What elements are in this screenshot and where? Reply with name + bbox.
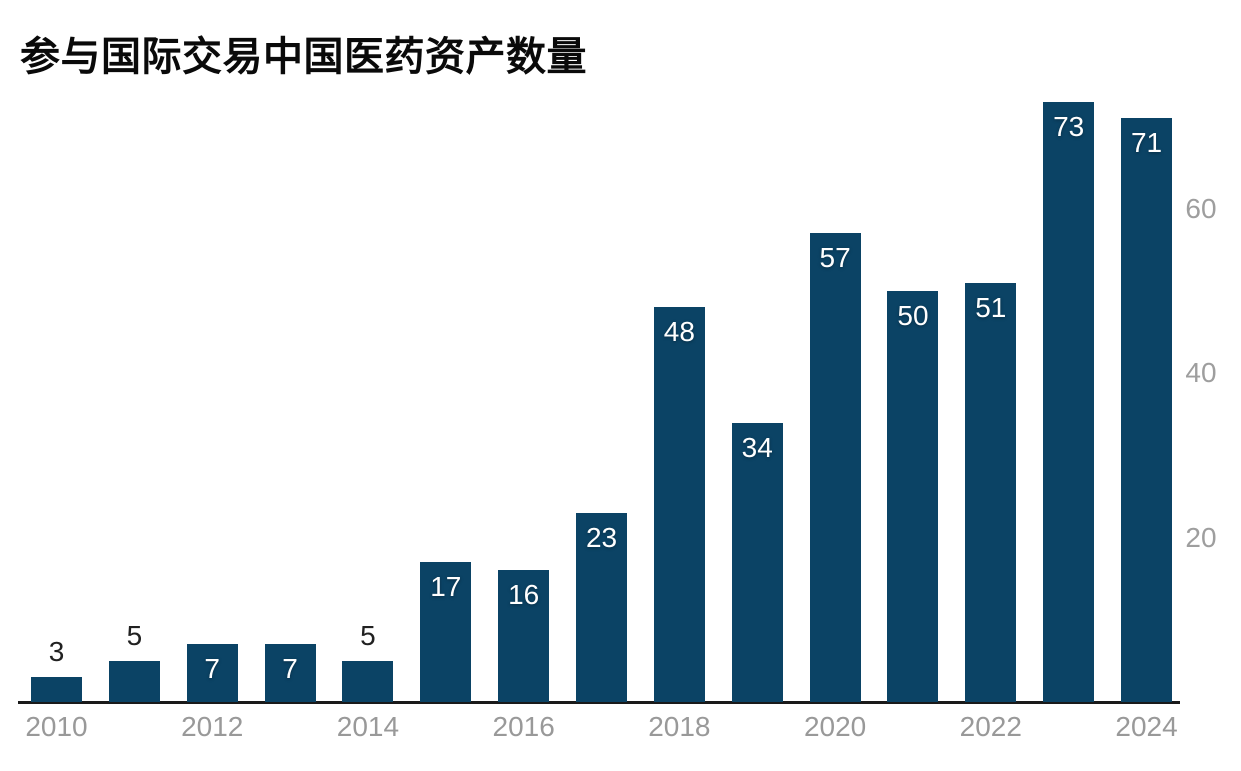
x-tick-label-2014: 2014 (336, 711, 400, 742)
x-tick-label-2012: 2012 (181, 711, 244, 742)
y-tick-label-20: 20 (1185, 521, 1217, 553)
bar-value-label-2018: 48 (663, 316, 695, 348)
x-tick-label-2024: 2024 (1115, 711, 1178, 742)
bar-2019 (731, 422, 783, 702)
bar-value-label-2013: 7 (282, 653, 298, 685)
y-tick-label-40: 40 (1185, 357, 1217, 389)
x-tick-label-2018: 2018 (648, 711, 711, 742)
bar-2024 (1121, 118, 1173, 702)
bar-2013 (264, 644, 316, 702)
bar-2022 (965, 282, 1017, 702)
bar-value-label-2017: 23 (585, 521, 618, 553)
bar-2023 (1043, 101, 1095, 702)
bar-2021 (887, 291, 939, 702)
bar-2011 (108, 660, 160, 702)
x-tick-label-2016: 2016 (492, 711, 555, 742)
bar-value-label-2011: 5 (126, 619, 143, 651)
y-tick-label-60: 60 (1185, 192, 1217, 224)
bar-2012 (186, 644, 238, 702)
bar-value-label-2022: 51 (975, 291, 1007, 323)
bar-2016 (498, 570, 550, 702)
bar-2010 (31, 677, 82, 702)
bar-value-label-2015: 17 (430, 571, 462, 603)
x-tick-label-2022: 2022 (959, 711, 1022, 742)
bar-value-label-2016: 16 (508, 579, 540, 611)
x-tick-label-2010: 2010 (25, 711, 88, 742)
bar-value-label-2020: 57 (819, 242, 851, 274)
bar-2014 (342, 660, 394, 702)
bar-value-label-2019: 34 (741, 431, 773, 463)
bar-2020 (809, 233, 861, 702)
bar-value-label-2024: 71 (1130, 127, 1163, 159)
bar-value-label-2010: 3 (48, 636, 65, 668)
bar-value-label-2014: 5 (360, 619, 376, 651)
bar-value-label-2012: 7 (204, 653, 220, 685)
bar-2018 (653, 307, 705, 702)
x-tick-label-2020: 2020 (803, 711, 867, 742)
bar-2017 (576, 512, 628, 702)
page-title: 参与国际交易中国医药资产数量 (20, 35, 587, 79)
bar-2015 (420, 562, 472, 702)
bar-value-label-2021: 50 (897, 300, 929, 331)
bar-value-label-2023: 73 (1053, 110, 1085, 142)
x-axis-line (18, 701, 1180, 704)
